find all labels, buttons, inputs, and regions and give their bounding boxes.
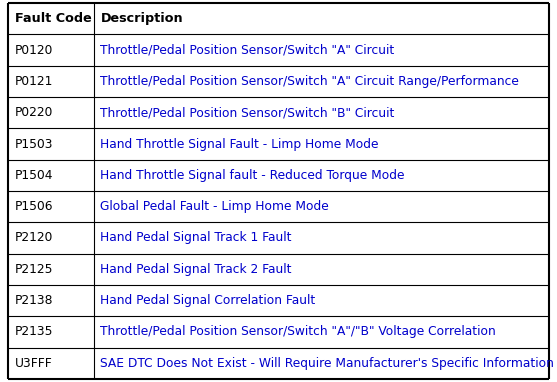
Bar	[94, 160, 549, 191]
Bar	[8, 66, 94, 97]
Text: P0121: P0121	[15, 75, 53, 88]
Text: Hand Throttle Signal fault - Reduced Torque Mode: Hand Throttle Signal fault - Reduced Tor…	[100, 169, 405, 182]
Bar	[8, 316, 94, 348]
Bar	[8, 285, 94, 316]
Bar	[8, 128, 94, 160]
Bar	[94, 348, 549, 379]
Bar	[94, 285, 549, 316]
Text: Throttle/Pedal Position Sensor/Switch "A"/"B" Voltage Correlation: Throttle/Pedal Position Sensor/Switch "A…	[100, 325, 496, 338]
Text: P0220: P0220	[15, 106, 53, 119]
Bar	[94, 66, 549, 97]
Text: P2120: P2120	[15, 231, 53, 244]
Bar	[94, 254, 549, 285]
Text: Global Pedal Fault - Limp Home Mode: Global Pedal Fault - Limp Home Mode	[100, 200, 329, 213]
Text: Hand Throttle Signal Fault - Limp Home Mode: Hand Throttle Signal Fault - Limp Home M…	[100, 138, 379, 151]
Bar	[94, 128, 549, 160]
Bar	[94, 34, 549, 66]
Bar	[8, 160, 94, 191]
Text: P1506: P1506	[15, 200, 53, 213]
Bar	[8, 97, 94, 128]
Bar	[94, 222, 549, 254]
Text: Hand Pedal Signal Track 2 Fault: Hand Pedal Signal Track 2 Fault	[100, 263, 292, 276]
Text: P1504: P1504	[15, 169, 53, 182]
Text: Throttle/Pedal Position Sensor/Switch "B" Circuit: Throttle/Pedal Position Sensor/Switch "B…	[100, 106, 395, 119]
Text: P2138: P2138	[15, 294, 53, 307]
Text: Hand Pedal Signal Track 1 Fault: Hand Pedal Signal Track 1 Fault	[100, 231, 292, 244]
Text: Description: Description	[100, 12, 183, 25]
Bar	[8, 191, 94, 222]
Text: Throttle/Pedal Position Sensor/Switch "A" Circuit: Throttle/Pedal Position Sensor/Switch "A…	[100, 44, 395, 57]
Bar	[94, 316, 549, 348]
Bar	[8, 254, 94, 285]
Text: P0120: P0120	[15, 44, 53, 57]
Text: Fault Code: Fault Code	[15, 12, 92, 25]
Text: SAE DTC Does Not Exist - Will Require Manufacturer's Specific Information: SAE DTC Does Not Exist - Will Require Ma…	[100, 357, 554, 370]
Bar	[8, 3, 94, 34]
Bar	[8, 348, 94, 379]
Bar	[8, 222, 94, 254]
Text: P1503: P1503	[15, 138, 53, 151]
Bar	[94, 191, 549, 222]
Text: Throttle/Pedal Position Sensor/Switch "A" Circuit Range/Performance: Throttle/Pedal Position Sensor/Switch "A…	[100, 75, 519, 88]
Bar	[94, 3, 549, 34]
Text: P2135: P2135	[15, 325, 53, 338]
Bar	[8, 34, 94, 66]
Text: Hand Pedal Signal Correlation Fault: Hand Pedal Signal Correlation Fault	[100, 294, 316, 307]
Text: U3FFF: U3FFF	[15, 357, 53, 370]
Bar	[94, 97, 549, 128]
Text: P2125: P2125	[15, 263, 53, 276]
